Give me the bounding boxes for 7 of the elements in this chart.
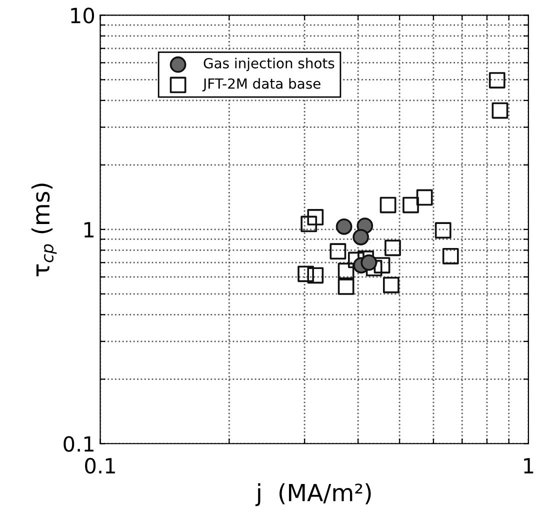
- legend-label: Gas injection shots: [204, 58, 334, 72]
- y-tick-label: 1: [84, 222, 94, 238]
- y-tick-label: 10: [71, 8, 94, 24]
- legend-label: JFT-2M data base: [202, 78, 320, 92]
- x-axis-title: j (MA/m²): [255, 483, 371, 506]
- y-tick-label: 0.1: [64, 436, 94, 452]
- y-axis-title: τ$_{cp}$ (ms): [31, 184, 57, 276]
